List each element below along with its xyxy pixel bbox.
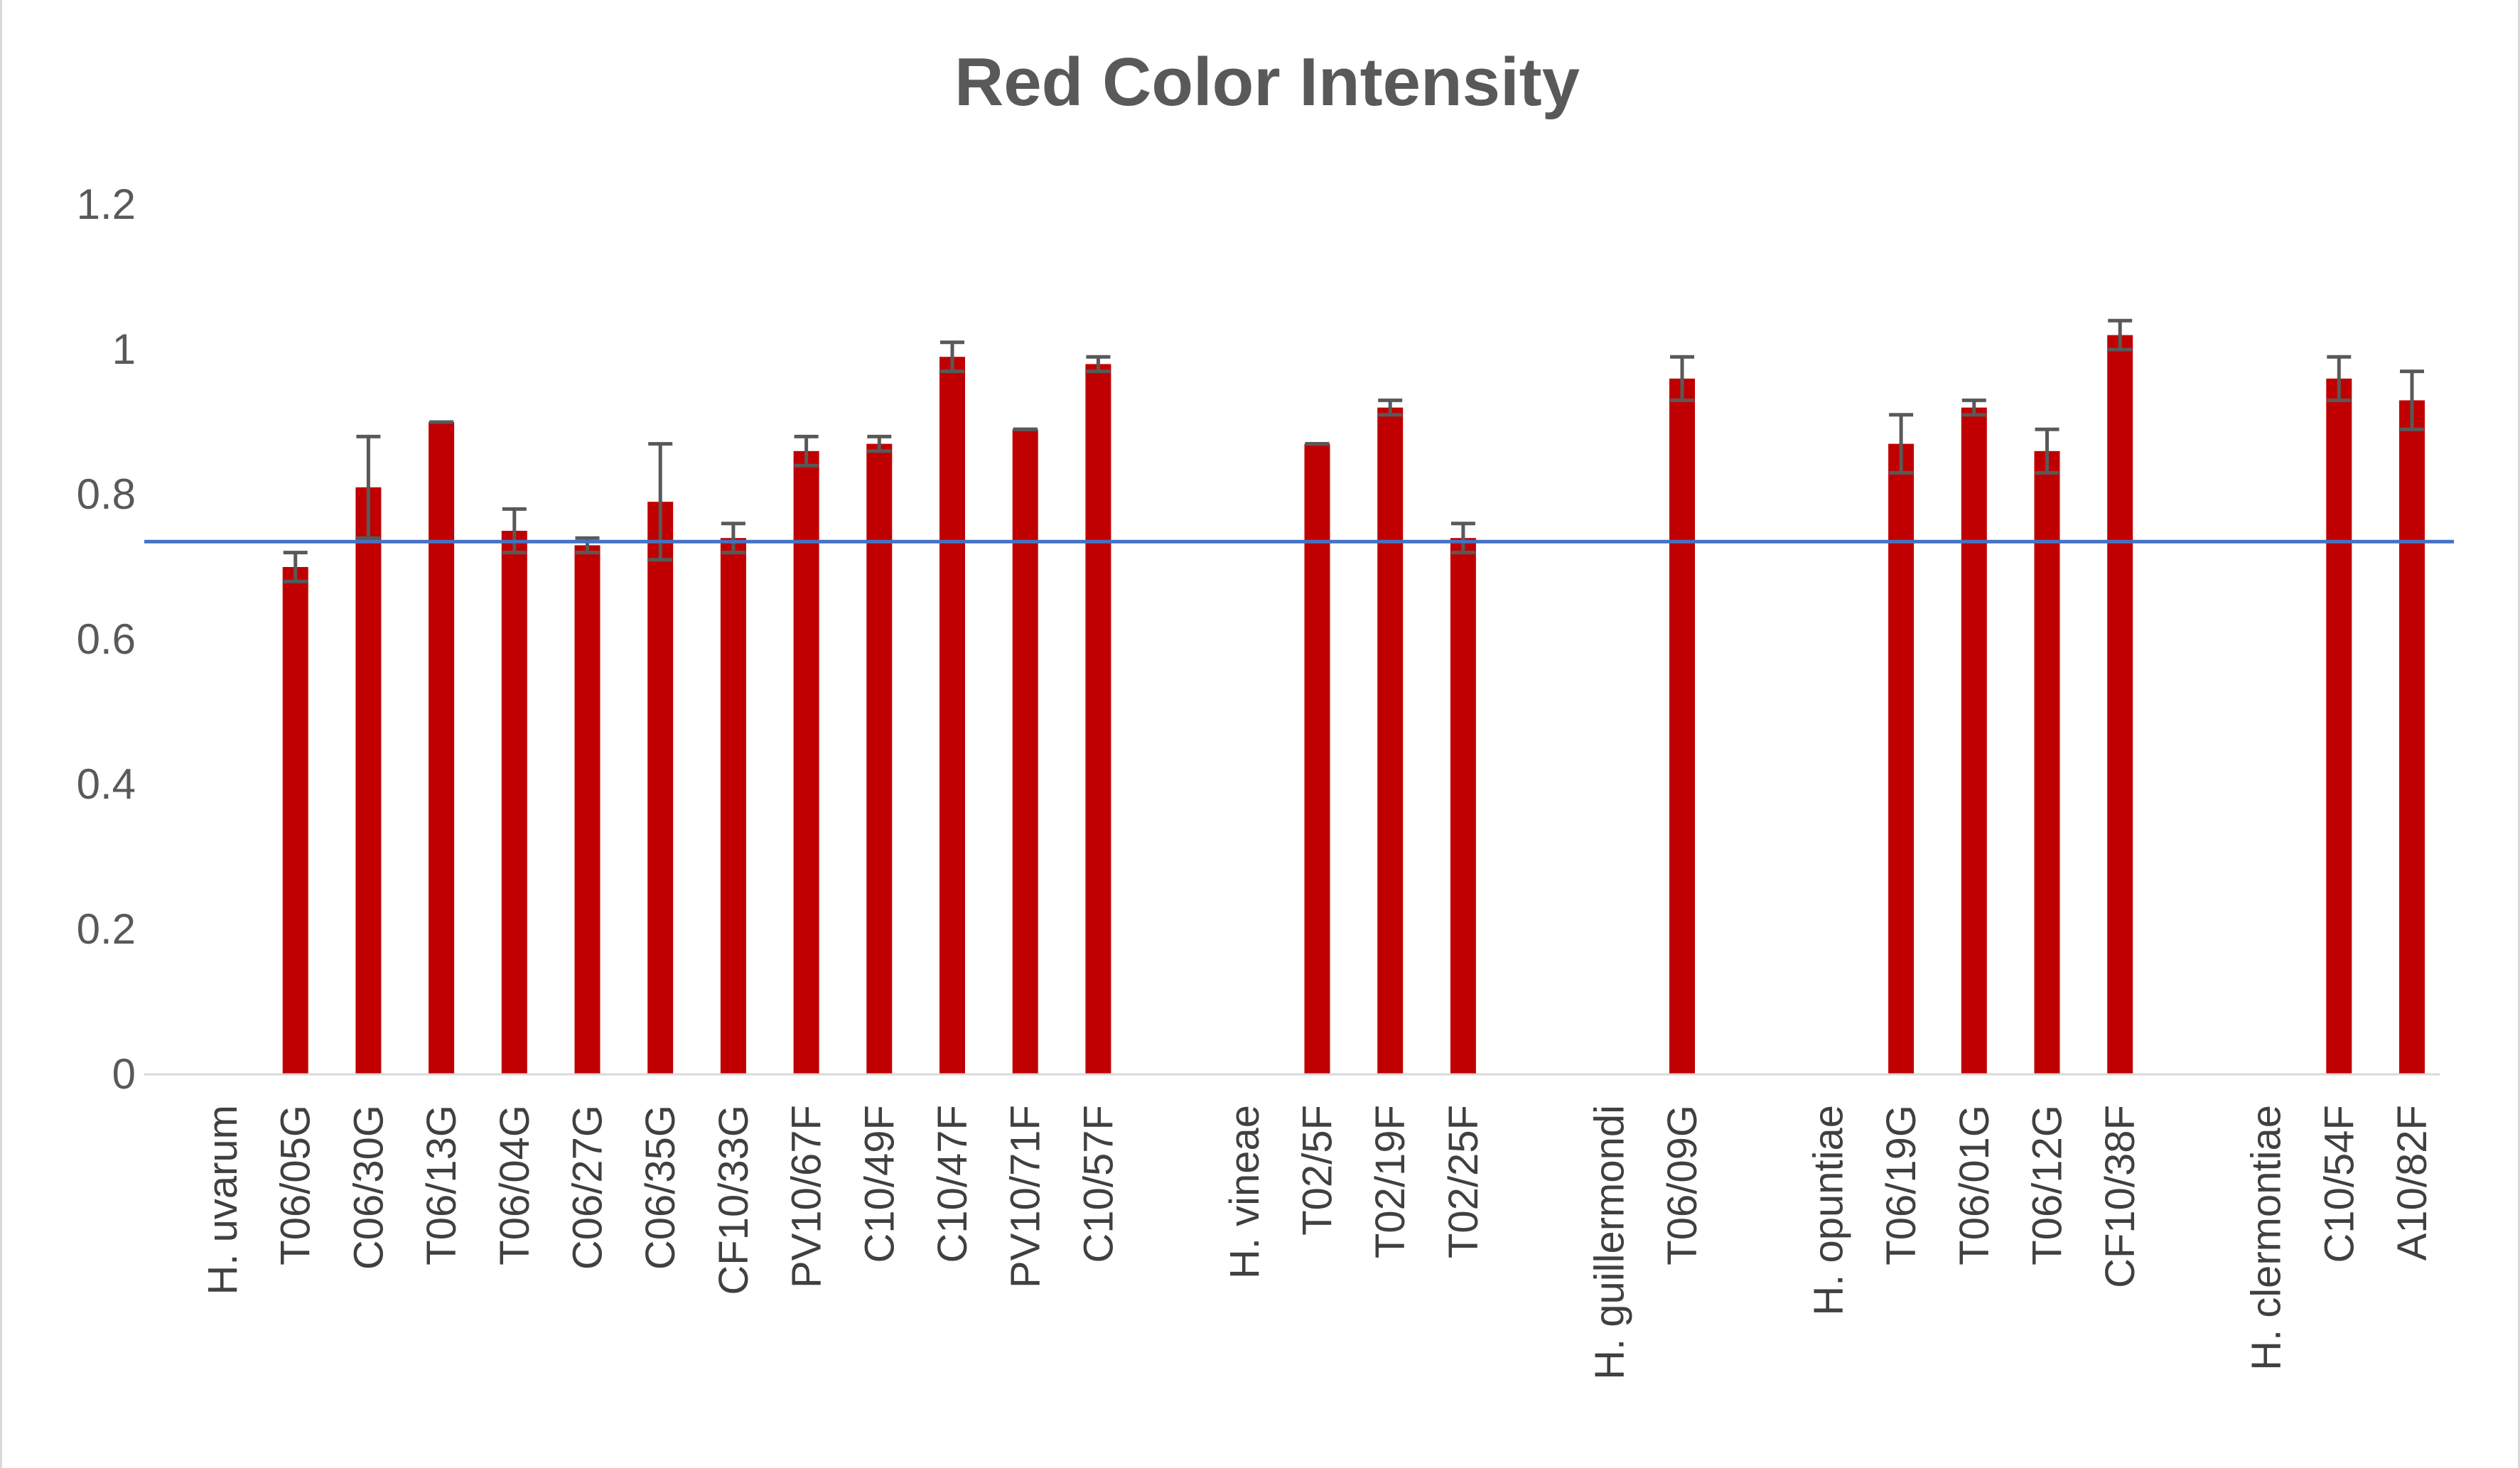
x-axis-labels: H. uvarum T06/05G C06/30G T06/13G T06/04G C06…: [200, 1105, 2435, 1380]
x-tick-label: T06/05G: [273, 1105, 319, 1265]
x-tick-label: T06/04G: [492, 1105, 538, 1265]
y-tick-label: 0.2: [77, 905, 136, 953]
y-axis-ticks: 0 0.2 0.4 0.6 0.8 1 1.2: [77, 180, 136, 1098]
bar: [720, 538, 746, 1074]
error-bar: [1670, 355, 1694, 402]
chart-title: Red Color Intensity: [954, 44, 1580, 120]
x-tick-label: T06/01G: [1951, 1105, 1998, 1265]
x-tick-label: H. uvarum: [200, 1105, 246, 1295]
bar: [1012, 429, 1038, 1074]
x-tick-label: T06/12G: [2025, 1105, 2071, 1265]
x-tick-label: CF10/33G: [711, 1105, 757, 1295]
x-tick-label: H. clermontiae: [2244, 1105, 2290, 1371]
x-tick-label: C06/30G: [345, 1105, 392, 1270]
bar: [2107, 335, 2133, 1075]
x-tick-label: H. vineae: [1222, 1105, 1268, 1279]
error-bar: [1961, 398, 1986, 417]
bar: [501, 531, 527, 1074]
error-bar: [2327, 355, 2352, 402]
x-tick-label: C10/57F: [1075, 1105, 1121, 1263]
x-tick-label: C10/49F: [856, 1105, 903, 1263]
bar: [1377, 407, 1404, 1074]
error-bar: [794, 434, 819, 468]
error-bar: [867, 434, 892, 453]
x-tick-label: C10/47F: [930, 1105, 976, 1263]
x-tick-label: PV10/71F: [1003, 1105, 1049, 1288]
error-bar: [1086, 355, 1111, 374]
bar: [1304, 443, 1330, 1074]
x-tick-label: C06/27G: [565, 1105, 611, 1270]
x-tick-label: H. guillermondi: [1586, 1105, 1632, 1380]
y-tick-label: 1.2: [77, 180, 136, 228]
error-bar: [1378, 398, 1403, 417]
bar: [574, 545, 601, 1074]
bar: [282, 567, 308, 1074]
x-tick-label: T02/19F: [1367, 1105, 1414, 1258]
bar: [2034, 450, 2060, 1074]
error-bar: [721, 522, 745, 555]
bar: [1888, 443, 1915, 1074]
y-tick-label: 0: [112, 1050, 136, 1098]
bar: [429, 422, 455, 1074]
error-bars: [283, 318, 2424, 583]
bar: [355, 487, 382, 1074]
bars: [282, 335, 2425, 1075]
x-tick-label: T02/25F: [1441, 1105, 1487, 1258]
x-tick-label: T06/09G: [1659, 1105, 1706, 1265]
error-bar: [2108, 318, 2133, 352]
bar: [1450, 538, 1476, 1074]
y-tick-label: 0.8: [77, 470, 136, 518]
x-tick-label: T06/19G: [1878, 1105, 1924, 1265]
x-tick-label: H. opuntiae: [1805, 1105, 1851, 1316]
error-bar: [2035, 427, 2059, 475]
x-tick-label: A10/82F: [2389, 1105, 2435, 1261]
y-tick-label: 0.4: [77, 760, 136, 808]
bar: [939, 357, 965, 1074]
x-tick-label: T06/13G: [419, 1105, 465, 1265]
bar: [866, 443, 893, 1074]
x-tick-label: C10/54F: [2316, 1105, 2362, 1263]
y-tick-label: 1: [112, 325, 136, 373]
x-tick-label: PV10/67F: [784, 1105, 830, 1288]
error-bar: [502, 507, 527, 555]
bar: [2399, 400, 2425, 1074]
x-tick-label: CF10/38F: [2097, 1105, 2143, 1288]
error-bar: [940, 340, 964, 374]
error-bar: [1450, 522, 1475, 555]
x-tick-label: C06/35G: [637, 1105, 684, 1270]
error-bar: [283, 551, 308, 583]
bar: [1961, 407, 1987, 1074]
error-bar: [1889, 413, 1914, 475]
error-bar: [356, 434, 381, 540]
bar: [647, 502, 674, 1074]
error-bar: [2400, 369, 2424, 431]
bar: [1669, 378, 1695, 1074]
bar: [2326, 378, 2352, 1074]
x-tick-label: T02/5F: [1295, 1105, 1341, 1236]
bar: [793, 450, 819, 1074]
bar: [1085, 364, 1111, 1074]
y-tick-label: 0.6: [77, 615, 136, 663]
